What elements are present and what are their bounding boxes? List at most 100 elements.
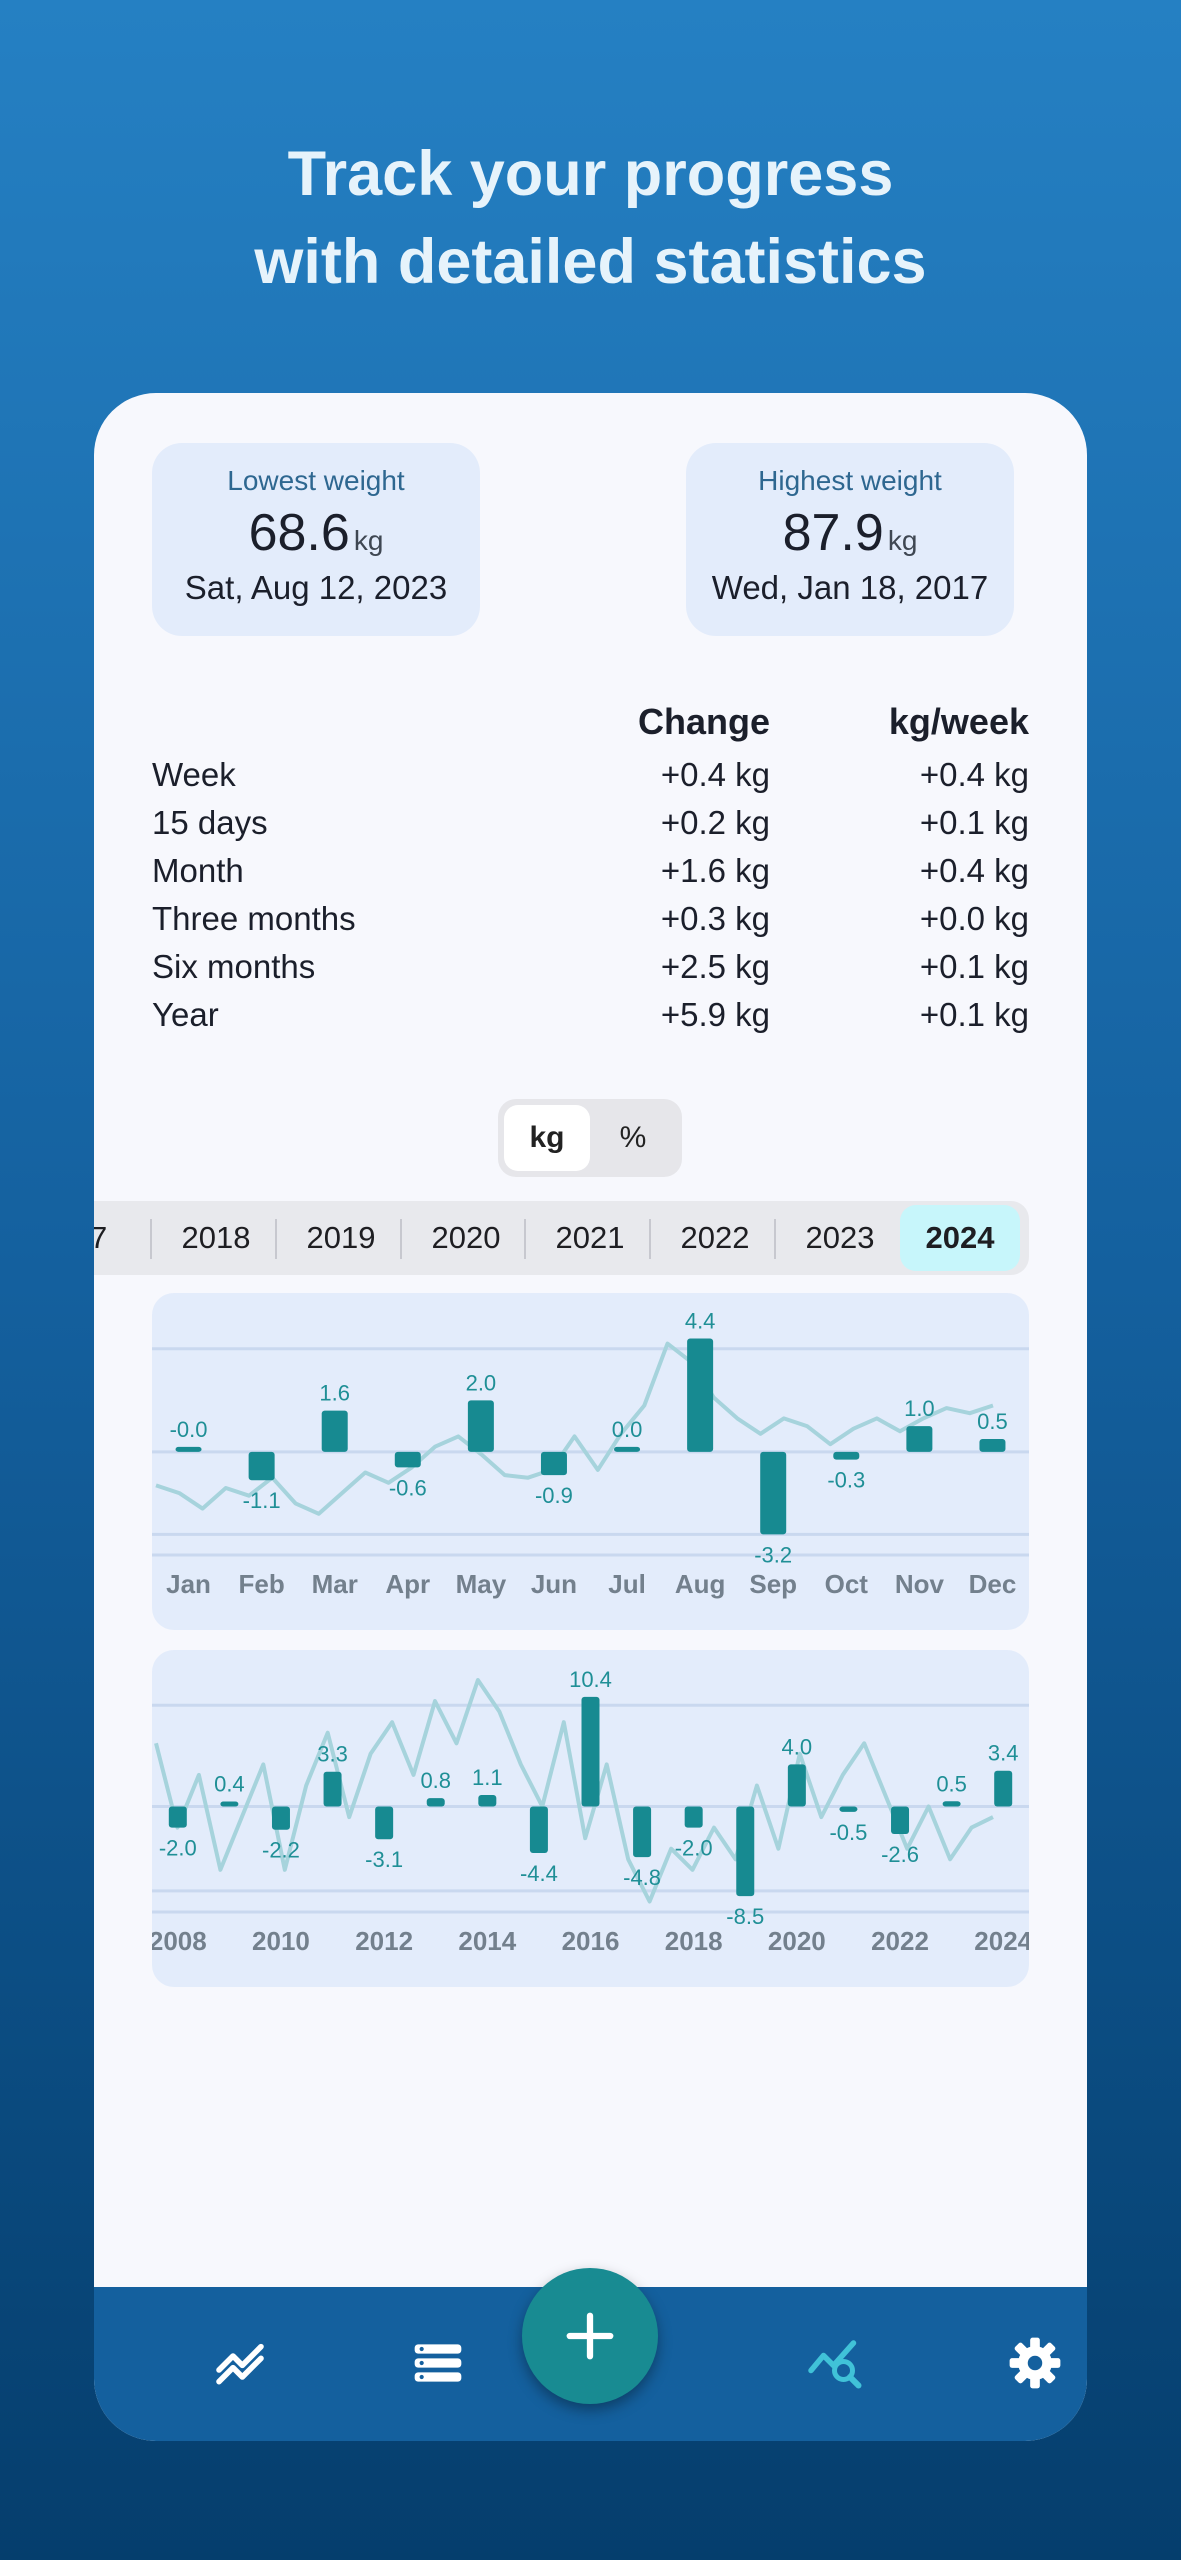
bar: [994, 1770, 1013, 1807]
x-tick-label: Jan: [166, 1569, 211, 1599]
bar-value-label: 0.0: [612, 1417, 643, 1442]
row-per-week: +0.1 kg: [919, 996, 1029, 1033]
x-tick-label: 2020: [768, 1926, 826, 1956]
bar: [614, 1446, 641, 1452]
bar-value-label: -1.1: [243, 1488, 281, 1513]
bar-value-label: 3.3: [317, 1742, 348, 1767]
trend-chart-icon[interactable]: [194, 2317, 286, 2409]
bar: [540, 1451, 567, 1476]
bar-value-label: -8.5: [726, 1904, 764, 1929]
bar: [271, 1806, 290, 1830]
bar-value-label: 0.8: [420, 1768, 451, 1793]
lowest-weight-value: 68.6: [248, 504, 350, 562]
trend-line: [154, 1678, 994, 1904]
year-tab-2019[interactable]: 2019: [306, 1220, 376, 1255]
bar-value-label: -3.1: [365, 1847, 403, 1872]
bar-value-label: -3.2: [754, 1542, 792, 1567]
bar: [168, 1806, 187, 1828]
lowest-weight-unit: kg: [353, 525, 384, 556]
add-entry-button[interactable]: [522, 2268, 658, 2404]
headline-line-2: with detailed statistics: [254, 227, 927, 297]
row-per-week: +0.4 kg: [919, 852, 1029, 889]
monthly-change-svg: -0.0 -1.1 1.6 -0.6 2.0 -0.9 0.0 4.4 -3.2 -0.3 1.0 0…: [152, 1308, 1029, 1599]
bar-value-label: 1.6: [319, 1381, 350, 1406]
row-period: 15 days: [152, 804, 268, 841]
weight-change-table: Change kg/week Week +0.4 kg +0.4 kg 15 d…: [152, 693, 1029, 1039]
row-change: +5.9 kg: [660, 996, 770, 1033]
year-divider: [400, 1219, 402, 1259]
bar: [478, 1794, 497, 1807]
bar: [375, 1806, 394, 1840]
x-tick-label: Oct: [825, 1569, 869, 1599]
x-tick-label: 2010: [252, 1926, 310, 1956]
row-period: Three months: [152, 900, 356, 937]
bar-value-label: 0.5: [936, 1771, 967, 1796]
table-row: Six months +2.5 kg +0.1 kg: [152, 943, 1029, 991]
bar: [248, 1451, 275, 1481]
year-tab-2021[interactable]: 2021: [555, 1220, 625, 1255]
row-per-week: +0.0 kg: [919, 900, 1029, 937]
unit-option-percent[interactable]: %: [619, 1121, 647, 1154]
gear-icon[interactable]: [989, 2317, 1081, 2409]
trend-line: [155, 1341, 994, 1516]
bar: [906, 1426, 933, 1452]
table-row: 15 days +0.2 kg +0.1 kg: [152, 799, 1029, 847]
year-divider: [649, 1219, 651, 1259]
bar-value-label: -0.3: [827, 1468, 865, 1493]
bar: [760, 1451, 787, 1535]
bar: [942, 1801, 961, 1807]
headline-line-1: Track your progress: [287, 139, 894, 209]
bar: [633, 1806, 652, 1858]
bar-value-label: 1.1: [472, 1765, 503, 1790]
bar-value-label: -0.0: [170, 1417, 208, 1442]
x-tick-label: 2022: [871, 1926, 929, 1956]
bar: [220, 1801, 239, 1807]
table-row: Week +0.4 kg +0.4 kg: [152, 751, 1029, 799]
row-period: Six months: [152, 948, 316, 985]
bar-value-label: 4.4: [685, 1308, 716, 1333]
lowest-weight-value-line: 68.6 kg: [152, 503, 480, 563]
row-per-week: +0.1 kg: [919, 948, 1029, 985]
row-per-week: +0.1 kg: [919, 804, 1029, 841]
year-tab-2022[interactable]: 2022: [680, 1220, 750, 1255]
bar-value-label: -2.6: [881, 1842, 919, 1867]
x-tick-label: 2012: [355, 1926, 413, 1956]
x-tick-label: Sep: [749, 1569, 797, 1599]
x-tick-label: Apr: [385, 1569, 430, 1599]
year-tab-2017[interactable]: 17: [94, 1220, 108, 1255]
bar: [891, 1806, 910, 1834]
list-icon[interactable]: [392, 2317, 484, 2409]
bar: [426, 1798, 445, 1807]
table-row: Three months +0.3 kg +0.0 kg: [152, 895, 1029, 943]
year-tab-2018[interactable]: 2018: [181, 1220, 251, 1255]
year-divider: [774, 1219, 776, 1259]
bar-value-label: 3.4: [988, 1741, 1019, 1766]
highest-weight-unit: kg: [887, 525, 918, 556]
bar-value-label: -2.2: [262, 1838, 300, 1863]
bar-value-label: 0.5: [977, 1409, 1008, 1434]
bar-value-label: -0.5: [829, 1820, 867, 1845]
bar: [833, 1451, 860, 1460]
yearly-change-svg: -2.0 0.4 -2.2 3.3 -3.1 0.8 1.1 -4.4 10.4 -4.8 -2.0…: [152, 1667, 1029, 1956]
bar-value-label: 2.0: [466, 1370, 497, 1395]
x-tick-label: Dec: [969, 1569, 1017, 1599]
bar: [175, 1446, 202, 1452]
highest-weight-value: 87.9: [782, 504, 884, 562]
stats-search-icon[interactable]: [790, 2317, 882, 2409]
year-tab-2023[interactable]: 2023: [805, 1220, 875, 1255]
headline: Track your progress with detailed statis…: [0, 130, 1181, 306]
bar-value-label: 10.4: [569, 1667, 612, 1692]
bar-value-label: -2.0: [675, 1836, 713, 1861]
highest-weight-date: Wed, Jan 18, 2017: [711, 569, 989, 606]
lowest-weight-card: Lowest weight 68.6 kg Sat, Aug 12, 2023: [152, 443, 480, 636]
unit-toggle: kg %: [498, 1099, 682, 1177]
bar-value-label: -4.4: [520, 1861, 558, 1886]
year-tab-2024[interactable]: 2024: [900, 1205, 1020, 1271]
lowest-weight-label: Lowest weight: [227, 465, 405, 496]
header-per-week: kg/week: [888, 701, 1029, 742]
x-tick-label: Jun: [531, 1569, 577, 1599]
year-tab-2020[interactable]: 2020: [431, 1220, 501, 1255]
unit-option-kg[interactable]: kg: [504, 1105, 590, 1171]
bar-value-label: -0.9: [535, 1483, 573, 1508]
add-icon: [566, 2312, 614, 2360]
